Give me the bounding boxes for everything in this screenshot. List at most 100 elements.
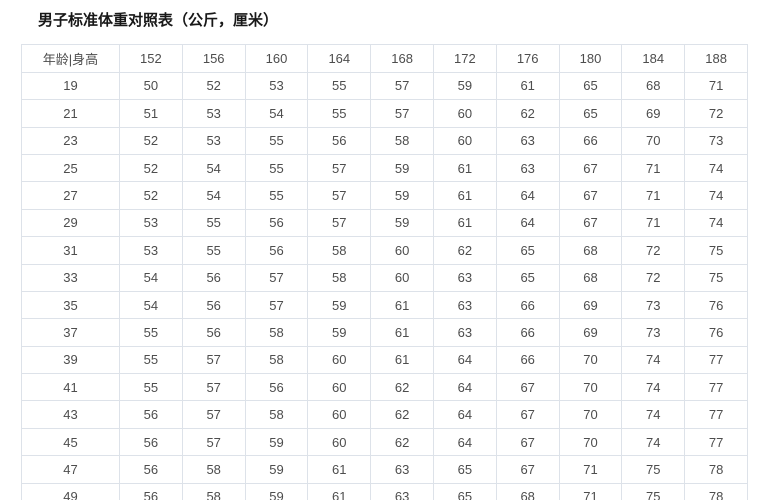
table-cell: 65 <box>432 482 497 500</box>
table-cell: 55 <box>244 153 309 183</box>
table-cell: 64 <box>432 373 497 402</box>
header-row: 年龄|身高 152 156 160 164 168 172 176 180 184 188 <box>21 44 748 73</box>
table-cell: 72 <box>684 99 748 128</box>
table-cell: 67 <box>558 153 623 183</box>
table-row-age-29: 29 53 55 56 57 59 61 64 67 71 74 <box>21 208 748 238</box>
row-age-label: 35 <box>21 290 120 320</box>
table-row-age-21: 21 51 53 54 55 57 60 62 65 69 72 <box>21 99 748 128</box>
table-cell: 71 <box>558 482 623 500</box>
table-cell: 70 <box>621 126 686 155</box>
table-cell: 66 <box>495 318 560 347</box>
table-cell: 71 <box>558 455 623 484</box>
table-cell: 58 <box>307 263 372 292</box>
table-cell: 55 <box>307 99 372 128</box>
table-cell: 56 <box>244 236 309 265</box>
column-header-168: 168 <box>370 44 434 73</box>
table-cell: 64 <box>432 400 497 429</box>
table-cell: 63 <box>432 263 497 292</box>
table-cell: 68 <box>495 482 560 500</box>
table-cell: 56 <box>119 400 183 429</box>
table-cell: 61 <box>432 208 497 238</box>
table-cell: 55 <box>244 126 309 155</box>
table-row-age-25: 25 52 54 55 57 59 61 63 67 71 74 <box>21 153 748 183</box>
table-cell: 71 <box>621 181 686 210</box>
table-cell: 55 <box>181 208 246 238</box>
table-cell: 64 <box>495 208 560 238</box>
table-cell: 53 <box>119 208 183 238</box>
table-cell: 72 <box>621 236 686 265</box>
table-cell: 57 <box>307 208 372 238</box>
table-cell: 57 <box>244 290 309 320</box>
table-row-age-27: 27 52 54 55 57 59 61 64 67 71 74 <box>21 181 748 210</box>
row-age-label: 23 <box>21 126 120 155</box>
table-cell: 56 <box>244 373 309 402</box>
table-cell: 69 <box>558 318 623 347</box>
table-cell: 72 <box>621 263 686 292</box>
table-cell: 78 <box>684 455 748 484</box>
table-cell: 56 <box>307 126 372 155</box>
row-age-label: 43 <box>21 400 120 429</box>
table-cell: 52 <box>119 126 183 155</box>
row-age-label: 39 <box>21 345 120 375</box>
table-cell: 65 <box>495 263 560 292</box>
table-cell: 57 <box>370 99 434 128</box>
column-header-164: 164 <box>307 44 372 73</box>
table-cell: 78 <box>684 482 748 500</box>
row-age-label: 41 <box>21 373 120 402</box>
table-cell: 55 <box>307 71 372 101</box>
table-cell: 70 <box>558 373 623 402</box>
table-cell: 56 <box>119 427 183 457</box>
table-cell: 64 <box>432 427 497 457</box>
table-cell: 74 <box>621 427 686 457</box>
table-cell: 65 <box>495 236 560 265</box>
row-age-label: 37 <box>21 318 120 347</box>
table-cell: 77 <box>684 427 748 457</box>
table-row-age-35: 35 54 56 57 59 61 63 66 69 73 76 <box>21 290 748 320</box>
table-cell: 58 <box>181 482 246 500</box>
table-cell: 61 <box>307 482 372 500</box>
table-cell: 70 <box>558 427 623 457</box>
table-cell: 64 <box>432 345 497 375</box>
table-cell: 61 <box>307 455 372 484</box>
table-row-age-39: 39 55 57 58 60 61 64 66 70 74 77 <box>21 345 748 375</box>
table-cell: 64 <box>495 181 560 210</box>
table-cell: 60 <box>370 236 434 265</box>
table-cell: 62 <box>432 236 497 265</box>
table-cell: 54 <box>181 153 246 183</box>
table-cell: 58 <box>181 455 246 484</box>
table-cell: 50 <box>119 71 183 101</box>
table-cell: 57 <box>370 71 434 101</box>
column-header-156: 156 <box>181 44 246 73</box>
table-cell: 56 <box>244 208 309 238</box>
table-cell: 75 <box>621 482 686 500</box>
row-age-label: 29 <box>21 208 120 238</box>
table-cell: 76 <box>684 290 748 320</box>
table-cell: 67 <box>495 455 560 484</box>
table-cell: 75 <box>684 263 748 292</box>
table-cell: 68 <box>558 236 623 265</box>
table-cell: 68 <box>621 71 686 101</box>
page-title: 男子标准体重对照表（公斤，厘米） <box>38 12 279 29</box>
table-cell: 66 <box>495 345 560 375</box>
row-age-label: 33 <box>21 263 120 292</box>
table-cell: 60 <box>370 263 434 292</box>
table-cell: 56 <box>181 263 246 292</box>
table-cell: 74 <box>621 400 686 429</box>
table-cell: 69 <box>558 290 623 320</box>
table-cell: 67 <box>495 373 560 402</box>
table-cell: 67 <box>558 208 623 238</box>
table-cell: 63 <box>370 455 434 484</box>
table-cell: 62 <box>370 400 434 429</box>
table-cell: 65 <box>432 455 497 484</box>
table-cell: 58 <box>244 345 309 375</box>
table-cell: 74 <box>684 181 748 210</box>
table-cell: 77 <box>684 400 748 429</box>
row-age-label: 27 <box>21 181 120 210</box>
column-header-160: 160 <box>244 44 309 73</box>
table-row-age-47: 47 56 58 59 61 63 65 67 71 75 78 <box>21 455 748 484</box>
row-age-label: 19 <box>21 71 120 101</box>
table-row-age-31: 31 53 55 56 58 60 62 65 68 72 75 <box>21 236 748 265</box>
table-cell: 59 <box>244 455 309 484</box>
table-cell: 60 <box>307 373 372 402</box>
